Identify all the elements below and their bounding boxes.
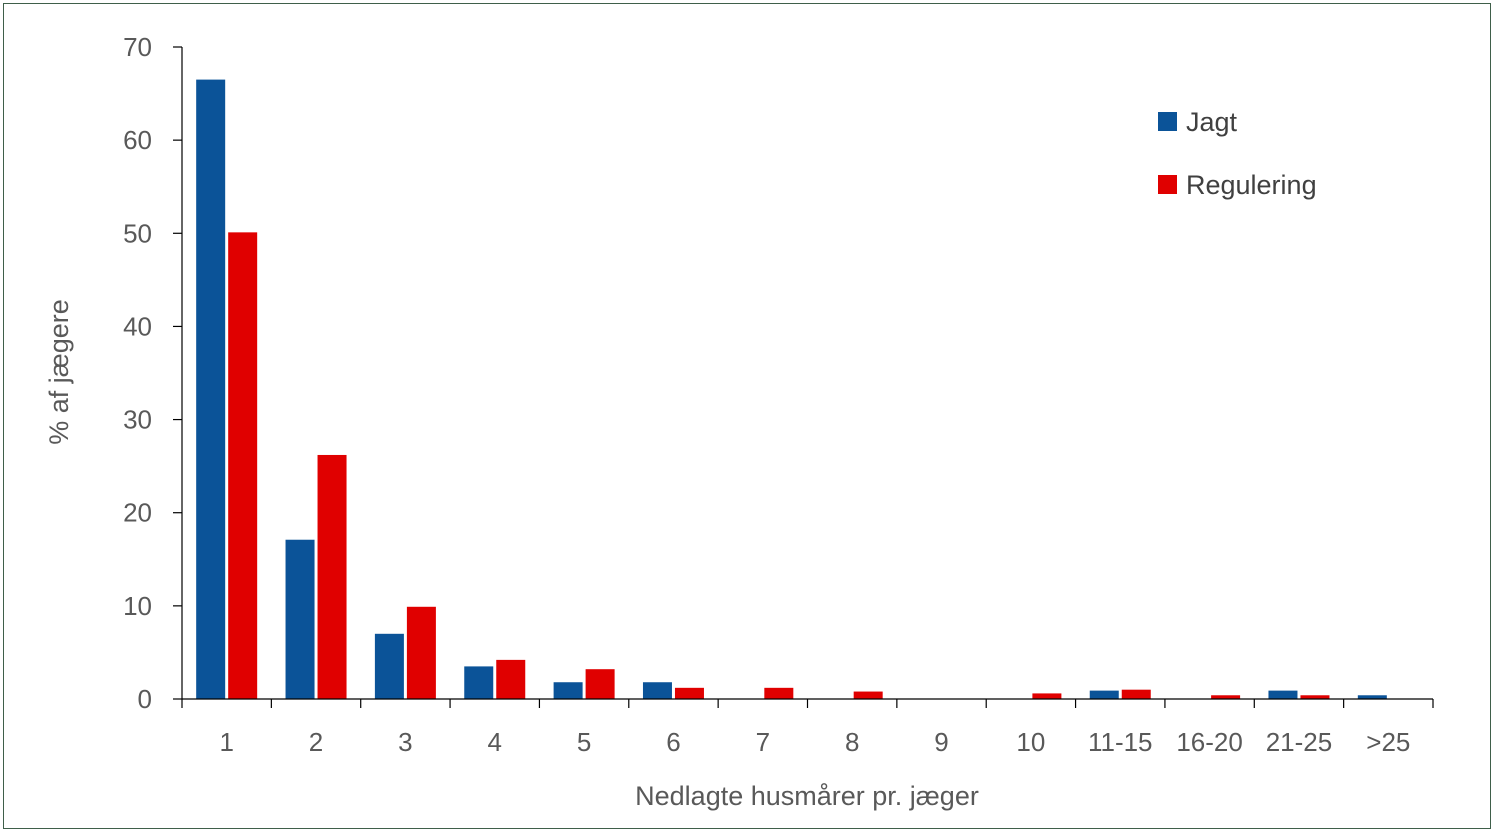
x-tick-label: 2 (309, 727, 323, 757)
bar-jagt-4 (464, 666, 494, 699)
y-tick-label: 30 (123, 405, 152, 435)
bar-regulering-5 (585, 669, 615, 699)
bar-regulering-11-15 (1121, 689, 1151, 699)
bar-regulering-21-25 (1300, 695, 1330, 699)
y-tick-label: 0 (138, 684, 152, 714)
bar-regulering-3 (406, 606, 436, 699)
x-tick-label: 11-15 (1088, 727, 1153, 757)
x-tick-label: >25 (1366, 727, 1410, 757)
x-tick-label: 3 (398, 727, 412, 757)
x-tick-label: 16-20 (1176, 727, 1243, 757)
bar-jagt-11-15 (1089, 690, 1119, 699)
x-tick-label: 5 (577, 727, 591, 757)
bar-jagt-21-25 (1268, 690, 1298, 699)
bar-regulering-10 (1032, 693, 1062, 699)
x-tick-label: 7 (756, 727, 770, 757)
bar-jagt->25 (1357, 695, 1387, 699)
bar-regulering-2 (317, 454, 347, 699)
legend-label-regulering: Regulering (1186, 170, 1317, 200)
bars-group (196, 79, 1387, 700)
bar-regulering-8 (853, 691, 883, 699)
y-tick-label: 40 (123, 311, 152, 341)
x-tick-label: 9 (934, 727, 948, 757)
x-tick-label: 6 (666, 727, 680, 757)
bar-regulering-6 (674, 687, 704, 699)
x-tick-label: 10 (1016, 727, 1045, 757)
bar-regulering-16-20 (1211, 695, 1241, 699)
bar-jagt-5 (553, 682, 583, 699)
bar-jagt-2 (285, 539, 315, 699)
x-tick-label: 1 (219, 727, 233, 757)
y-tick-label: 60 (123, 125, 152, 155)
axes-group (181, 47, 1433, 700)
y-ticks-group: 0 10 20 30 40 50 60 70 (123, 32, 182, 714)
legend-label-jagt: Jagt (1186, 107, 1238, 137)
y-axis-title: % af jægere (44, 299, 74, 445)
y-tick-label: 20 (123, 498, 152, 528)
x-ticks-group: 1 2 3 4 5 6 7 8 9 10 11-15 16-20 21-25 >25 (181, 699, 1434, 757)
bar-jagt-3 (374, 633, 404, 699)
bar-jagt-6 (642, 682, 672, 699)
y-tick-label: 10 (123, 591, 152, 621)
bar-regulering-7 (764, 687, 794, 699)
x-tick-label: 8 (845, 727, 859, 757)
x-tick-label: 21-25 (1266, 727, 1333, 757)
bar-jagt-1 (196, 79, 226, 700)
legend: Jagt Regulering (1158, 107, 1317, 200)
bar-regulering-4 (496, 659, 526, 699)
y-tick-label: 70 (123, 32, 152, 62)
y-tick-label: 50 (123, 218, 152, 248)
x-axis-title: Nedlagte husmårer pr. jæger (635, 781, 979, 811)
legend-swatch-regulering (1158, 175, 1177, 194)
legend-swatch-jagt (1158, 112, 1177, 131)
bar-regulering-1 (228, 232, 258, 699)
x-tick-label: 4 (488, 727, 502, 757)
